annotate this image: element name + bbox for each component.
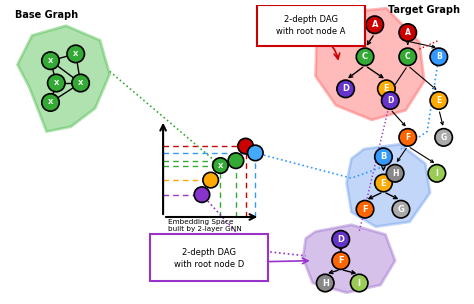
Circle shape (337, 80, 355, 98)
Text: X: X (218, 163, 223, 168)
Circle shape (392, 201, 410, 218)
Circle shape (430, 92, 447, 109)
Circle shape (332, 231, 349, 248)
Circle shape (42, 94, 59, 111)
Text: F: F (338, 256, 344, 265)
Circle shape (228, 153, 244, 168)
Text: A: A (405, 28, 410, 37)
Circle shape (42, 52, 59, 69)
Circle shape (382, 92, 399, 109)
Circle shape (332, 252, 349, 269)
Text: D: D (342, 84, 349, 93)
Text: I: I (358, 278, 361, 288)
Circle shape (213, 158, 228, 173)
Text: A: A (372, 20, 378, 29)
Text: C: C (405, 52, 410, 61)
Text: X: X (48, 99, 53, 105)
Text: D: D (387, 96, 393, 105)
Text: G: G (398, 205, 404, 214)
Text: X: X (73, 51, 78, 57)
Text: 2-depth DAG
with root node A: 2-depth DAG with root node A (276, 15, 346, 36)
Circle shape (399, 129, 417, 146)
Circle shape (378, 80, 395, 98)
Circle shape (435, 129, 452, 146)
Text: E: E (383, 84, 389, 93)
Text: 2-depth DAG
with root node D: 2-depth DAG with root node D (173, 248, 244, 269)
Circle shape (350, 274, 368, 292)
Polygon shape (18, 26, 109, 132)
Text: H: H (322, 278, 328, 288)
Text: F: F (362, 205, 368, 214)
Text: B: B (436, 52, 442, 61)
Circle shape (194, 187, 210, 202)
Text: X: X (54, 80, 59, 86)
Text: C: C (362, 52, 368, 61)
Circle shape (399, 24, 417, 41)
Circle shape (399, 48, 417, 66)
Text: D: D (337, 235, 344, 244)
Text: E: E (436, 96, 441, 105)
Circle shape (72, 74, 89, 92)
Text: X: X (48, 58, 53, 64)
Circle shape (356, 201, 374, 218)
Text: Embedding Space
built by 2-layer GNN: Embedding Space built by 2-layer GNN (168, 219, 242, 232)
Circle shape (430, 48, 447, 66)
Polygon shape (316, 8, 424, 120)
Circle shape (247, 145, 263, 161)
Circle shape (238, 138, 254, 154)
Text: Target Graph: Target Graph (388, 5, 460, 15)
Circle shape (203, 172, 219, 188)
Text: F: F (405, 133, 410, 142)
Circle shape (366, 16, 383, 33)
Text: I: I (436, 169, 438, 178)
Text: G: G (440, 133, 447, 142)
Polygon shape (346, 144, 430, 227)
Circle shape (428, 164, 446, 182)
Circle shape (356, 48, 374, 66)
Text: H: H (392, 169, 398, 178)
FancyBboxPatch shape (257, 5, 365, 46)
Circle shape (317, 274, 334, 292)
Circle shape (47, 74, 65, 92)
FancyBboxPatch shape (150, 234, 268, 281)
Circle shape (375, 174, 392, 192)
Text: Base Graph: Base Graph (15, 10, 78, 20)
Text: B: B (380, 152, 387, 161)
Circle shape (386, 164, 404, 182)
Text: X: X (78, 80, 83, 86)
Text: E: E (381, 178, 386, 188)
Polygon shape (303, 225, 395, 293)
Circle shape (375, 148, 392, 166)
Circle shape (67, 45, 84, 63)
